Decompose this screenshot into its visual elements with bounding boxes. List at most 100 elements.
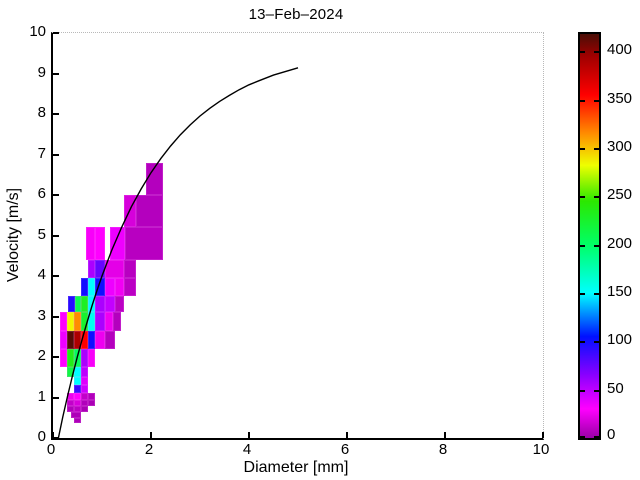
heatmap-cell <box>74 312 81 331</box>
heatmap-cell <box>74 393 81 400</box>
heatmap-cell <box>87 312 96 331</box>
heatmap-cell <box>67 367 75 378</box>
heatmap-cell <box>80 393 88 400</box>
heatmap-cell <box>80 312 88 331</box>
colorbar-tick <box>594 244 599 247</box>
heatmap-cell <box>67 405 75 412</box>
heatmap-cell <box>95 296 105 313</box>
x-axis-tick <box>52 432 54 438</box>
heatmap-cell <box>81 296 89 313</box>
y-axis-tick <box>53 234 59 237</box>
heatmap-cell <box>80 348 88 368</box>
x-tick-label: 8 <box>438 441 448 458</box>
y-tick-label: 8 <box>37 104 46 121</box>
heatmap-cell <box>80 377 88 386</box>
x-tick-label: 0 <box>46 441 56 458</box>
heatmap-cell <box>87 393 96 400</box>
x-axis-tick <box>444 432 446 438</box>
x-tick-label: 6 <box>340 441 350 458</box>
heatmap-cell <box>67 393 75 400</box>
heatmap-cell <box>95 227 105 260</box>
plot-area <box>51 32 544 440</box>
colorbar-tick-label: 300 <box>607 138 633 156</box>
heatmap-cell <box>104 296 116 313</box>
heatmap-cell <box>67 399 75 406</box>
y-axis-tick <box>53 356 59 358</box>
y-tick-label: 0 <box>37 428 46 445</box>
y-tick-label: 4 <box>37 266 46 283</box>
heatmap-cell <box>95 278 105 297</box>
colorbar-tick-label: 50 <box>607 379 624 397</box>
heatmap-cell <box>74 405 81 412</box>
x-axis-tick <box>248 432 250 438</box>
colorbar-tick <box>580 293 585 296</box>
colorbar-tick <box>594 148 599 151</box>
heatmap-cell <box>74 367 81 378</box>
heatmap-cell <box>80 367 88 378</box>
heatmap-cell <box>87 330 96 349</box>
y-axis-tick <box>53 275 59 277</box>
colorbar-tick-label: 150 <box>607 283 633 301</box>
colorbar-tick <box>594 293 599 296</box>
x-axis-tick <box>346 432 348 438</box>
heatmap-cell <box>88 296 96 313</box>
heatmap-cell <box>80 385 88 394</box>
colorbar-tick-label: 250 <box>607 186 633 204</box>
heatmap-cell <box>88 278 96 297</box>
heatmap-cell <box>74 377 81 386</box>
x-axis-tick <box>150 432 152 438</box>
heatmap-cell <box>104 330 116 349</box>
heatmap-cell <box>124 259 137 279</box>
colorbar-tick-label: 400 <box>607 41 633 59</box>
heatmap-cell <box>74 296 82 313</box>
heatmap-cell <box>125 227 164 260</box>
heatmap-cell <box>81 278 89 297</box>
colorbar-tick <box>594 436 599 438</box>
heatmap-cell <box>74 385 81 394</box>
colorbar-tick <box>594 389 599 392</box>
colorbar-tick-label: 0 <box>607 426 616 443</box>
x-tick-label: 4 <box>242 441 252 458</box>
heatmap-cell <box>70 411 81 418</box>
heatmap-cell <box>87 348 96 368</box>
heatmap-cell <box>146 162 164 195</box>
heatmap-cell <box>80 405 88 412</box>
heatmap-cell <box>67 312 75 331</box>
colorbar-tick <box>580 341 585 344</box>
y-axis-tick <box>53 194 59 196</box>
heatmap-cell <box>67 348 75 368</box>
heatmap-cell <box>80 330 88 349</box>
heatmap-cell <box>136 195 164 228</box>
heatmap-cell <box>124 278 137 297</box>
y-axis-tick <box>53 437 59 439</box>
colorbar-tick <box>580 436 585 438</box>
heatmap-cell <box>104 278 116 297</box>
colorbar-tick <box>580 99 585 102</box>
heatmap-cell <box>95 259 105 279</box>
colorbar-tick <box>580 244 585 247</box>
y-axis-tick <box>53 72 59 75</box>
heatmap-cell <box>95 312 105 331</box>
heatmap-layer <box>53 33 543 438</box>
heatmap-cell <box>104 259 125 279</box>
y-tick-label: 2 <box>37 347 46 364</box>
y-tick-label: 9 <box>37 63 46 81</box>
y-axis-tick <box>53 113 59 115</box>
colorbar-tick <box>580 196 585 199</box>
colorbar-tick-label: 350 <box>607 89 633 107</box>
colorbar-tick <box>580 389 585 392</box>
y-tick-label: 3 <box>37 306 46 324</box>
colorbar-tick <box>594 341 599 344</box>
heatmap-cell <box>74 330 81 349</box>
heatmap-cell <box>87 399 96 406</box>
plot-title: 13–Feb–2024 <box>248 6 344 23</box>
heatmap-cell <box>74 399 81 406</box>
heatmap-cell <box>67 330 75 349</box>
y-axis-tick <box>53 153 59 156</box>
x-axis-tick <box>542 432 544 438</box>
heatmap-cell <box>67 296 75 313</box>
colorbar-tick-label: 100 <box>607 331 633 349</box>
y-tick-label: 10 <box>29 23 46 40</box>
heatmap-cell <box>115 278 125 297</box>
